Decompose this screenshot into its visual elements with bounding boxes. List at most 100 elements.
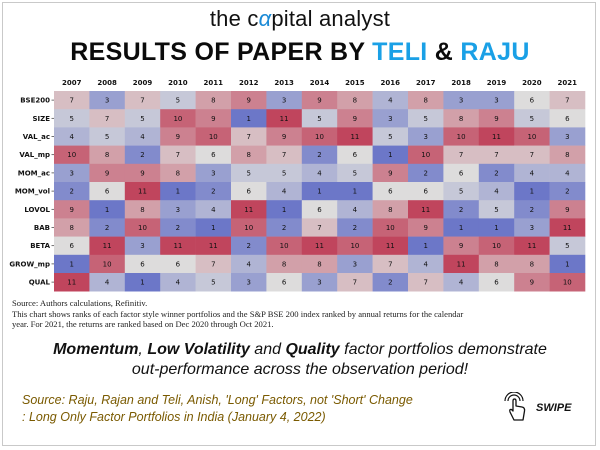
- heatmap-cell: [372, 127, 409, 146]
- heatmap-cell: [301, 91, 338, 110]
- cell-value: 6: [317, 206, 322, 214]
- citation-line-2: : Long Only Factor Portfolios in India (…: [22, 410, 326, 424]
- cell-value: 10: [350, 242, 359, 250]
- cell-value: 9: [459, 242, 463, 250]
- chart-source-note: Source: Authors calculations, Refinitiv.…: [12, 298, 592, 330]
- heatmap-cell: [54, 200, 90, 219]
- heatmap-cell: [195, 273, 232, 292]
- cell-value: 9: [246, 97, 250, 105]
- heatmap-chart: 2007 2008 2009 2010 2011 2012 2013 2014 2015 2016…: [9, 79, 586, 292]
- cell-value: 4: [565, 169, 570, 177]
- column-label: 2011: [204, 79, 224, 87]
- heatmap-cell: [231, 163, 267, 183]
- row-label: BETA: [30, 242, 50, 250]
- heatmap-cell: [54, 127, 90, 146]
- cell-value: 6: [69, 242, 74, 250]
- heatmap-cell: [372, 145, 409, 165]
- cell-value: 2: [105, 224, 109, 232]
- heatmap-cell: [408, 109, 444, 128]
- heatmap-cell: [549, 200, 586, 219]
- heatmap-cell: [266, 163, 303, 183]
- heatmap-cell: [514, 91, 550, 110]
- heatmap-cell: [266, 200, 303, 219]
- heatmap-cell: [54, 109, 90, 128]
- heatmap-cell: [408, 254, 444, 274]
- heatmap-cell: [514, 163, 550, 183]
- cell-value: 2: [317, 151, 321, 159]
- takeaway-sep-1: ,: [138, 341, 148, 358]
- cell-value: 6: [246, 188, 251, 196]
- cell-value: 1: [69, 260, 73, 268]
- column-label: 2018: [451, 79, 471, 87]
- row-label: GROW_mp: [9, 260, 50, 268]
- heatmap-cell: [89, 91, 126, 110]
- column-label: 2013: [274, 79, 294, 87]
- cell-value: 4: [494, 188, 499, 196]
- page-title: RESULTS OF PAPER BY TELI & RAJU: [0, 38, 600, 67]
- cell-value: 2: [494, 169, 498, 177]
- heatmap-cell: [124, 109, 161, 128]
- cell-value: 3: [530, 224, 534, 232]
- heatmap-cell: [124, 163, 161, 183]
- row-label: SIZE: [32, 115, 50, 123]
- cell-value: 10: [103, 260, 112, 268]
- cell-value: 2: [423, 169, 427, 177]
- heatmap-cell: [266, 218, 303, 237]
- cell-value: 10: [209, 133, 218, 141]
- cell-value: 2: [282, 224, 286, 232]
- cell-value: 4: [140, 133, 145, 141]
- heatmap-cell: [124, 91, 161, 110]
- cell-value: 2: [246, 242, 250, 250]
- heatmap-cell: [443, 127, 480, 146]
- heatmap-cell: [549, 163, 586, 183]
- cell-value: 6: [176, 260, 181, 268]
- heatmap-cell: [337, 145, 373, 165]
- cell-value: 5: [140, 115, 144, 123]
- cell-value: 9: [494, 115, 498, 123]
- cell-value: 7: [565, 97, 569, 105]
- row-label: MOM_vol: [15, 188, 50, 196]
- cell-value: 4: [530, 169, 535, 177]
- heatmap-cell: [266, 109, 303, 128]
- heatmap-cell: [54, 254, 90, 274]
- row-label: BSE200: [20, 97, 50, 105]
- heatmap-cell: [231, 145, 267, 165]
- heatmap-cell: [89, 273, 126, 292]
- cell-value: 5: [494, 206, 498, 214]
- cell-value: 1: [246, 115, 250, 123]
- heatmap-cell: [478, 109, 515, 128]
- hand-swipe-icon: [504, 391, 526, 421]
- cell-value: 7: [388, 260, 392, 268]
- heatmap-cell: [54, 273, 90, 292]
- cell-value: 5: [459, 188, 463, 196]
- heatmap-cell: [549, 109, 586, 128]
- heatmap-cell: [549, 218, 586, 237]
- column-label: 2019: [487, 79, 507, 87]
- heatmap-cell: [337, 254, 373, 274]
- cell-value: 8: [69, 224, 73, 232]
- cell-value: 7: [353, 279, 357, 287]
- cell-value: 8: [388, 206, 392, 214]
- heatmap-cell: [337, 163, 373, 183]
- heatmap-cell: [266, 145, 303, 165]
- cell-value: 7: [140, 97, 144, 105]
- swipe-button[interactable]: SWIPE: [502, 391, 582, 422]
- cell-value: 3: [211, 169, 215, 177]
- heatmap-cell: [195, 91, 232, 110]
- cell-value: 11: [138, 188, 147, 196]
- cell-value: 10: [492, 242, 501, 250]
- cell-value: 10: [173, 115, 182, 123]
- heatmap-cell: [478, 163, 515, 183]
- row-label: BAB: [34, 224, 50, 232]
- heatmap-cell: [372, 273, 409, 292]
- cell-value: 5: [282, 169, 286, 177]
- heatmap-cell: [266, 91, 303, 110]
- column-label: 2017: [416, 79, 436, 87]
- cell-value: 2: [69, 188, 73, 196]
- cell-value: 4: [353, 206, 358, 214]
- cell-value: 3: [494, 97, 498, 105]
- cell-value: 1: [565, 260, 569, 268]
- heatmap-cell: [408, 273, 444, 292]
- cell-value: 2: [565, 188, 569, 196]
- heatmap-cell: [266, 182, 303, 201]
